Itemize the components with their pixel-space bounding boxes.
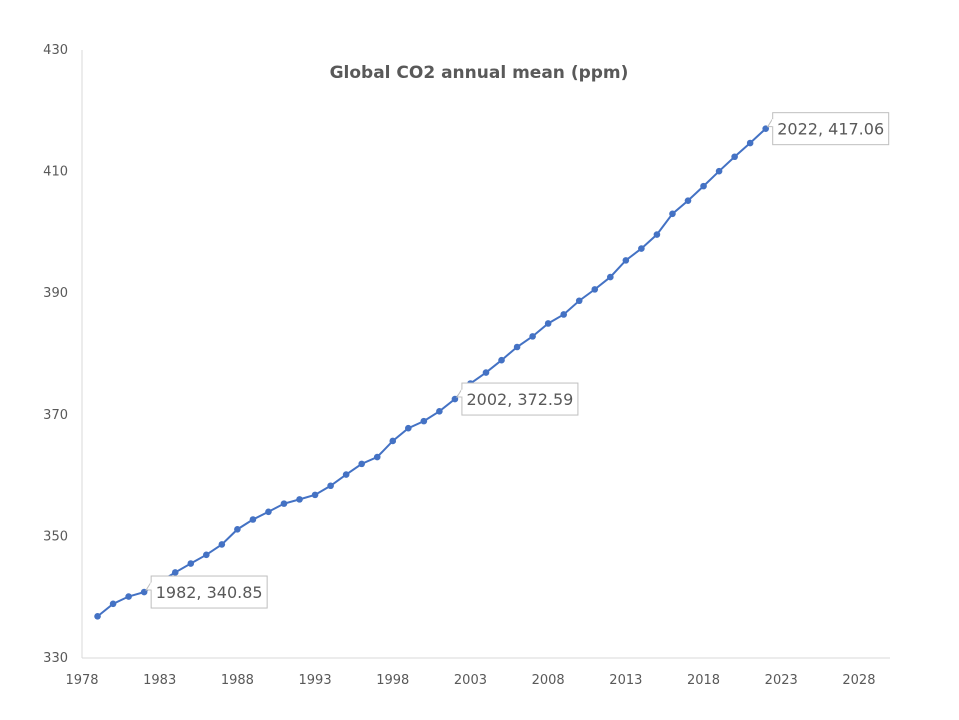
data-point xyxy=(575,297,583,305)
callout-box xyxy=(150,575,268,609)
callout-pointer xyxy=(145,581,152,591)
data-point xyxy=(715,167,723,175)
data-point xyxy=(358,460,365,468)
data-point xyxy=(498,356,505,364)
x-axis-ticks: 1978 1983 1988 1993 1998 2003 2008 2013 2018 2023… xyxy=(65,673,875,688)
data-point xyxy=(700,182,707,190)
data-point xyxy=(249,516,257,523)
y-tick-label: 430 xyxy=(43,43,68,58)
data-point xyxy=(731,153,738,161)
y-axis-ticks: 330 350 370 390 410 430 xyxy=(43,43,68,666)
data-point xyxy=(405,424,412,432)
x-tick-label: 2028 xyxy=(842,673,875,688)
y-tick-label: 370 xyxy=(43,408,68,423)
x-tick-label: 2023 xyxy=(765,673,798,688)
data-point xyxy=(622,257,630,264)
data-point xyxy=(513,343,521,351)
y-tick-label: 350 xyxy=(43,529,68,544)
data-point xyxy=(669,210,676,218)
chart-title: Global CO2 annual mean (ppm) xyxy=(330,63,629,83)
data-point xyxy=(125,593,132,600)
data-point xyxy=(482,369,490,376)
data-point xyxy=(187,560,195,567)
x-tick-label: 2008 xyxy=(532,673,565,688)
x-tick-label: 1998 xyxy=(376,673,409,688)
callout-label: 1982, 340.85 xyxy=(156,583,263,602)
data-point xyxy=(234,526,241,533)
data-point xyxy=(280,500,288,507)
data-point xyxy=(591,286,599,293)
data-point xyxy=(218,541,226,548)
data-point xyxy=(327,482,334,490)
x-tick-label: 2018 xyxy=(687,673,720,688)
callout-label: 2002, 372.59 xyxy=(466,390,573,409)
data-point xyxy=(420,417,428,425)
callout-pointer xyxy=(766,118,774,128)
data-point xyxy=(653,231,661,238)
x-tick-label: 1978 xyxy=(65,673,98,688)
data-point xyxy=(560,311,567,318)
y-tick-label: 390 xyxy=(43,286,68,301)
data-point xyxy=(544,320,552,327)
callout-box xyxy=(772,112,890,146)
x-tick-label: 2003 xyxy=(454,673,487,688)
data-point xyxy=(109,600,117,608)
data-point xyxy=(342,471,350,478)
data-point xyxy=(684,197,692,204)
callout-pointer xyxy=(456,388,463,398)
series-line xyxy=(96,127,767,618)
data-point xyxy=(389,437,397,445)
data-point xyxy=(607,273,614,281)
data-markers xyxy=(94,125,769,620)
data-point xyxy=(638,245,645,252)
data-point xyxy=(203,551,210,559)
y-tick-label: 330 xyxy=(43,651,68,666)
data-callouts: 1982, 340.85 2002, 372.59 2022, 417.06 xyxy=(145,112,890,609)
data-point xyxy=(94,613,101,620)
callout-box xyxy=(461,382,579,416)
data-point xyxy=(746,139,754,147)
data-point xyxy=(171,569,179,576)
data-point xyxy=(265,508,272,516)
y-tick-label: 410 xyxy=(43,165,68,180)
data-point xyxy=(436,408,443,415)
x-tick-label: 1993 xyxy=(299,673,332,688)
x-tick-label: 2013 xyxy=(609,673,642,688)
data-point xyxy=(529,333,536,340)
data-point xyxy=(311,491,319,499)
callout-label: 2022, 417.06 xyxy=(777,120,884,139)
data-point xyxy=(296,496,303,503)
x-tick-label: 1983 xyxy=(143,673,176,688)
x-tick-label: 1988 xyxy=(221,673,254,688)
data-point xyxy=(373,453,381,461)
